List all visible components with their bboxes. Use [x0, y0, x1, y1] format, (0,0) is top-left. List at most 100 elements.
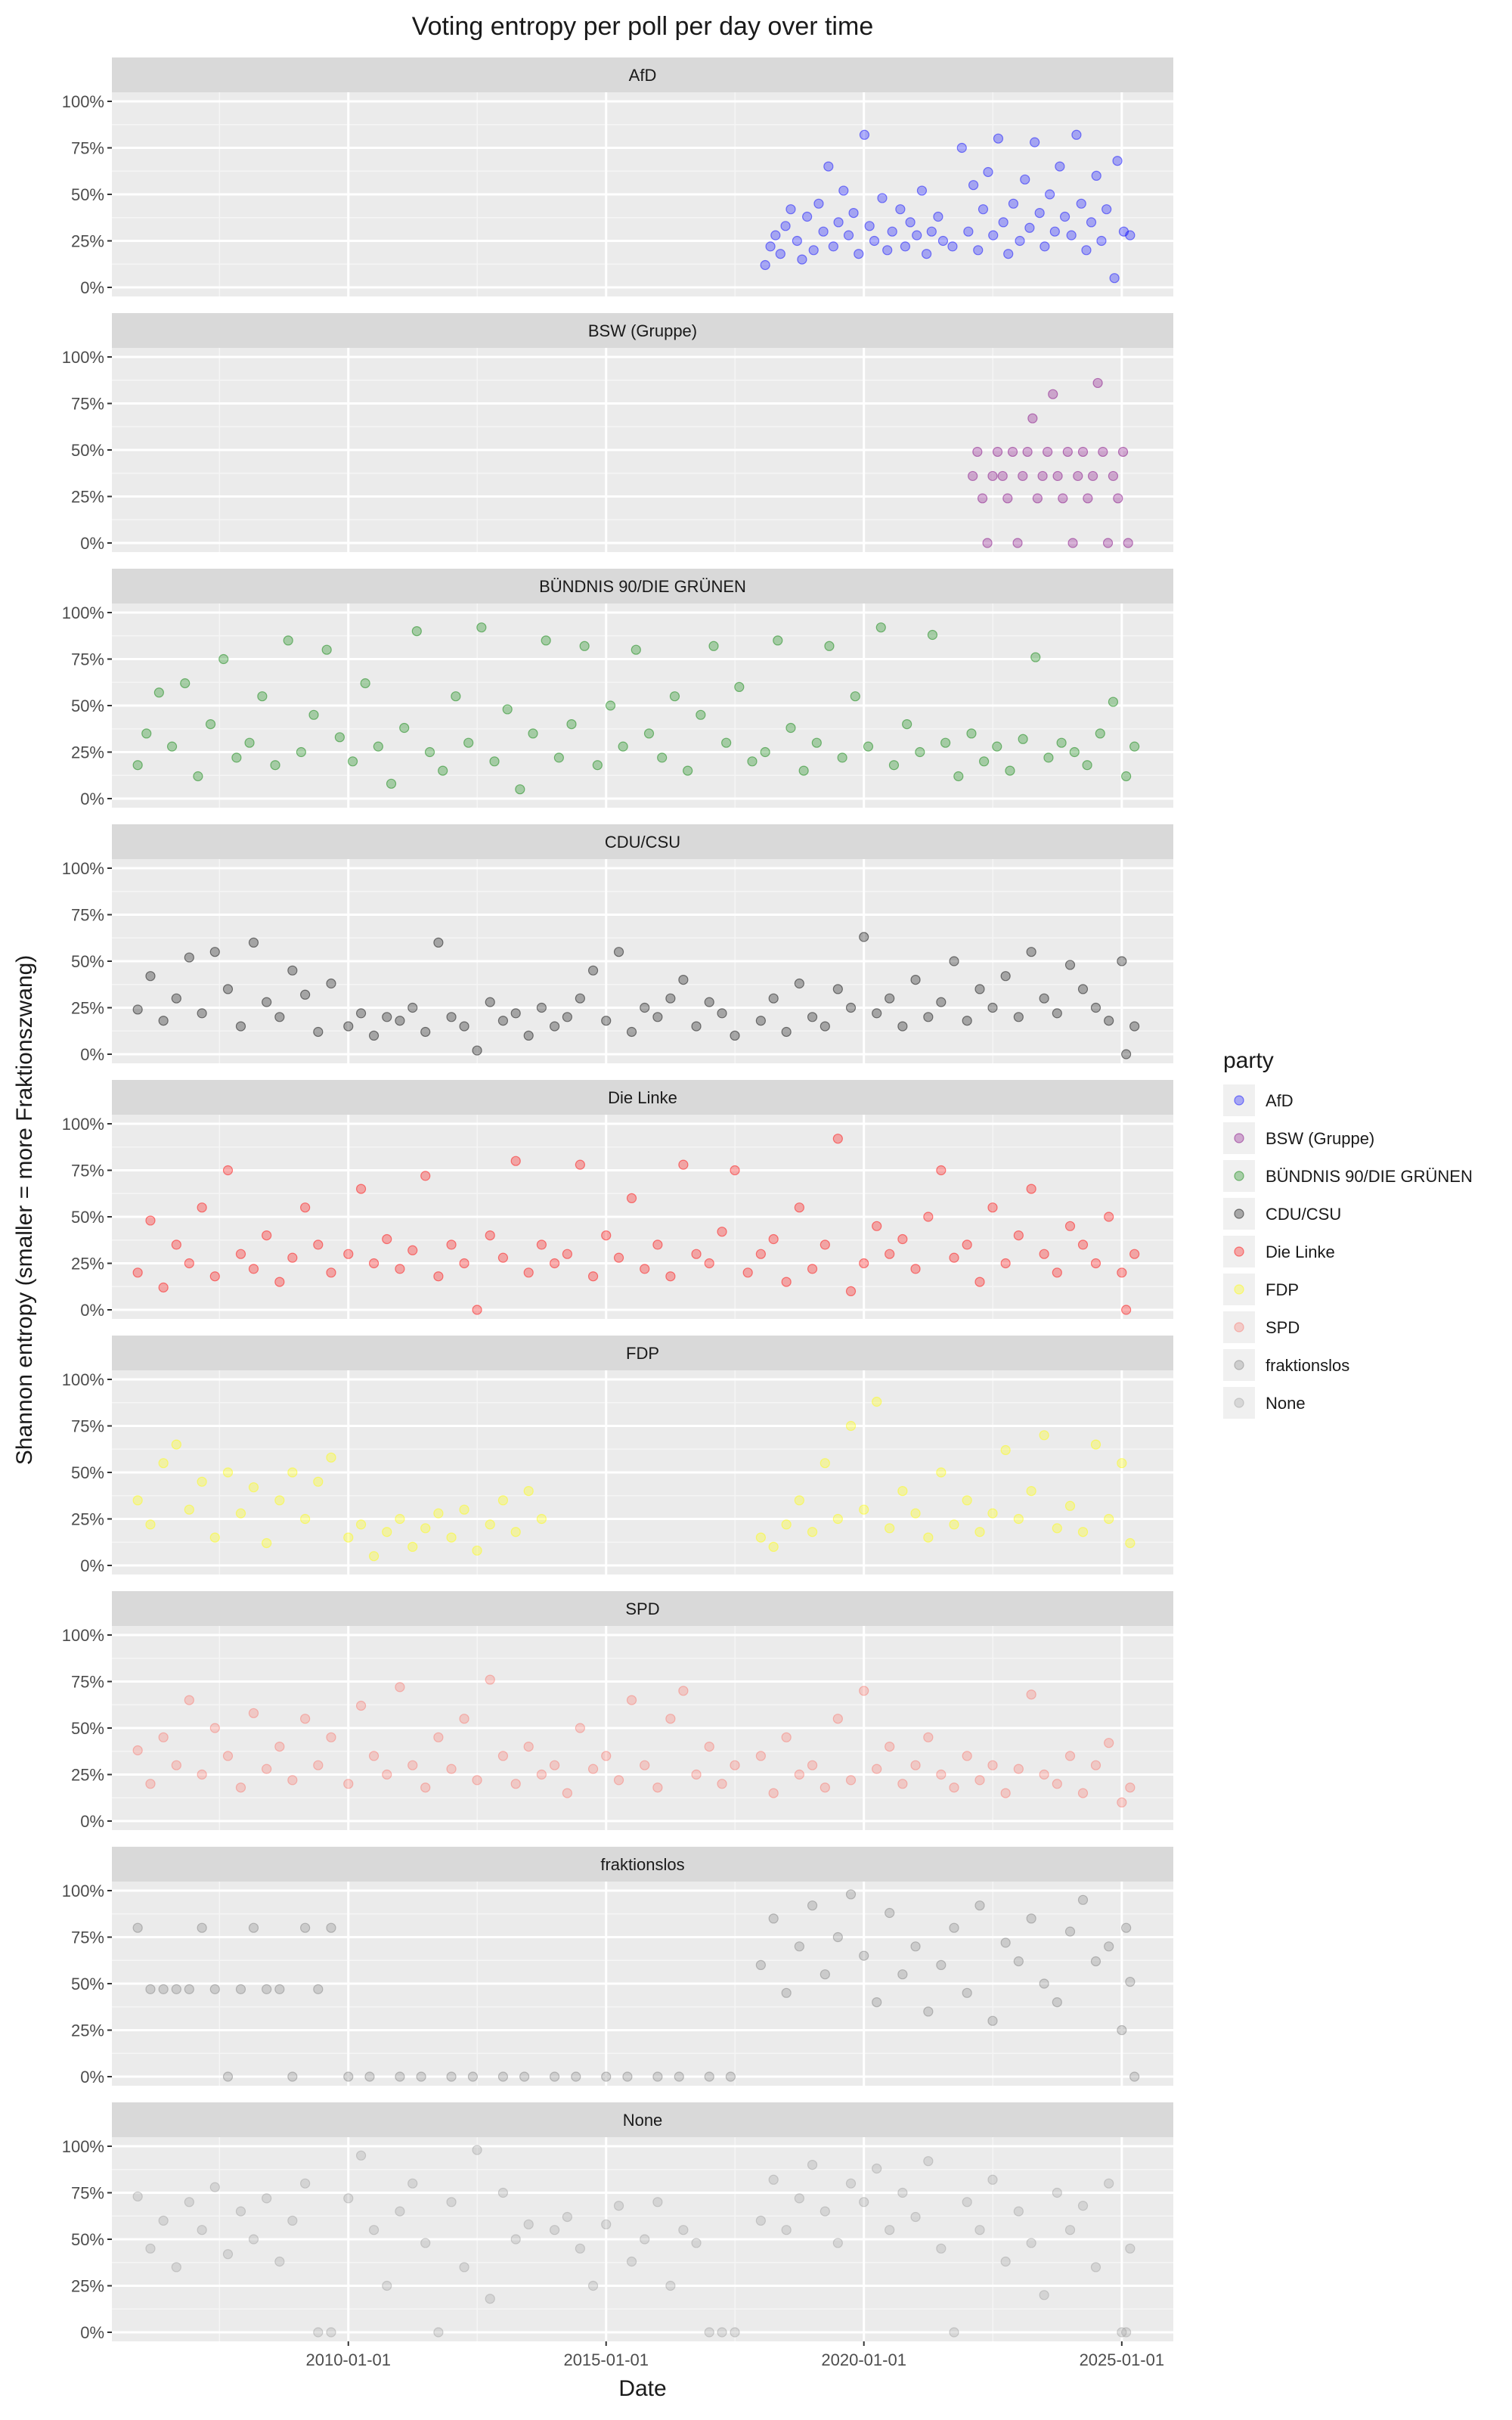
data-point [794, 1769, 804, 1780]
data-point [262, 1230, 272, 1241]
data-point [850, 691, 860, 702]
data-point [274, 1984, 285, 1994]
data-point [395, 2206, 405, 2217]
data-point [859, 2197, 869, 2207]
data-point [575, 1159, 585, 1170]
data-point [347, 756, 358, 767]
data-point [755, 1249, 766, 1259]
data-point [936, 2243, 947, 2254]
data-point [949, 1782, 959, 1793]
data-point [937, 235, 949, 247]
data-point [755, 1751, 766, 1761]
data-point [832, 1714, 843, 1724]
data-point [1058, 493, 1068, 504]
data-point [132, 2191, 143, 2202]
legend-item: None [1223, 1387, 1306, 1419]
data-point [936, 997, 947, 1007]
data-point [1117, 1797, 1127, 1807]
data-point [875, 622, 886, 633]
data-point [1117, 446, 1129, 458]
data-point [171, 993, 181, 1004]
facet-panel: CDU/CSU 0% 25% 50% 75% 100% [62, 824, 1173, 1064]
data-point [287, 2215, 298, 2226]
data-point [184, 1504, 194, 1515]
data-point [274, 1012, 285, 1022]
data-point [262, 2193, 272, 2204]
data-point [730, 1760, 740, 1770]
data-point [205, 718, 216, 730]
data-point [885, 1907, 895, 1919]
data-point [820, 1239, 830, 1250]
data-point [158, 1458, 169, 1469]
facet-strip-label: None [623, 2111, 663, 2130]
data-point [781, 1277, 792, 1287]
legend: party AfD BSW (Gruppe) BÜNDNIS 90/DIE GRÜN… [1223, 1048, 1473, 1419]
data-point [1045, 189, 1055, 200]
data-point [910, 2211, 921, 2223]
data-point [1039, 1978, 1049, 1989]
data-point [1005, 765, 1015, 776]
data-point [287, 1467, 298, 1478]
data-point [523, 1485, 534, 1497]
data-point [987, 1508, 998, 1519]
data-point [145, 2243, 156, 2254]
legend-key [1223, 1198, 1255, 1230]
data-point [885, 993, 895, 1004]
data-point [992, 446, 1003, 458]
data-point [1039, 993, 1049, 1004]
data-point [972, 446, 983, 458]
data-point [949, 1922, 959, 1933]
data-point [923, 2006, 934, 2017]
data-point [962, 1239, 972, 1250]
data-point [334, 732, 345, 743]
data-point [768, 1541, 779, 1553]
data-point [992, 741, 1002, 752]
data-point [1102, 538, 1114, 548]
y-tick-label: 75% [71, 1162, 104, 1181]
data-point [760, 746, 770, 758]
legend-marker [1234, 1322, 1244, 1333]
y-tick-label: 75% [71, 1928, 104, 1947]
data-point [343, 1021, 354, 1032]
data-point [1062, 446, 1073, 458]
data-point [1077, 1894, 1089, 1905]
facet-strip [112, 569, 1173, 603]
y-tick-label: 25% [71, 1766, 104, 1785]
data-point [1129, 741, 1140, 752]
data-point [1056, 737, 1067, 748]
data-point [1000, 1444, 1011, 1456]
data-point [184, 1984, 194, 1994]
data-point [1064, 960, 1076, 970]
data-point [1000, 1788, 1011, 1798]
data-point [248, 1264, 259, 1274]
data-point [811, 737, 822, 748]
data-point [321, 644, 332, 655]
data-point [1076, 198, 1086, 209]
data-point [1090, 1439, 1101, 1450]
legend-marker [1234, 1133, 1244, 1143]
data-point [652, 1239, 663, 1250]
data-point [446, 1532, 457, 1543]
data-point [1077, 984, 1089, 994]
data-point [197, 1476, 207, 1487]
data-point [730, 2327, 740, 2338]
data-point [463, 737, 474, 748]
data-point [1129, 2071, 1140, 2082]
legend-marker [1234, 1284, 1244, 1295]
data-point [665, 1714, 676, 1724]
y-tick-label: 0% [80, 790, 104, 808]
data-point [872, 1008, 882, 1019]
data-point [885, 1742, 895, 1752]
data-point [1022, 446, 1033, 458]
facet-strip [112, 313, 1173, 348]
data-point [940, 737, 951, 748]
data-point [502, 704, 513, 715]
data-point [274, 1277, 285, 1287]
data-point [936, 1959, 947, 1970]
data-point [742, 1267, 753, 1278]
data-point [708, 641, 719, 651]
data-point [968, 470, 978, 482]
data-point [927, 629, 938, 641]
data-point [916, 185, 928, 196]
data-point [313, 1239, 324, 1250]
